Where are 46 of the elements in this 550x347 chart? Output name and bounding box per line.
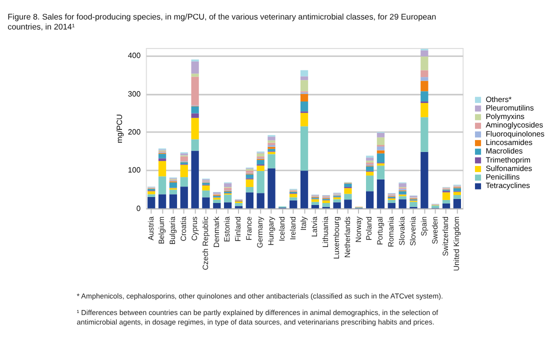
y-tick-label: 200 — [128, 127, 141, 136]
x-tick-label: Slovenia — [408, 216, 418, 246]
x-tick-label: Croatia — [179, 216, 188, 242]
x-tick-label: Italy — [299, 216, 308, 231]
x-tick-label: Bulgaria — [168, 216, 178, 245]
legend-label: Others* — [486, 94, 512, 104]
y-tick-label: 0 — [136, 204, 141, 213]
x-tick-label: Iceland — [277, 216, 286, 242]
legend-label: Aminoglycosides — [486, 120, 544, 130]
x-tick-label: Latvia — [310, 216, 320, 237]
legend-label: Penicillins — [486, 172, 520, 182]
x-tick-label: France — [244, 216, 254, 240]
legend-label: Sulfonamides — [486, 164, 532, 173]
legend-label: Polymyxins — [486, 112, 525, 122]
x-tick-label: Romania — [386, 216, 396, 248]
x-tick-label: Portugal — [376, 216, 385, 246]
x-tick-label: Poland — [364, 216, 374, 240]
legend-label: Trimethoprim — [486, 155, 530, 164]
legend-label: Fluoroquinolones — [486, 129, 545, 138]
x-tick-label: Luxembourg — [332, 216, 341, 260]
x-tick-label: Germany — [256, 216, 265, 248]
x-tick-label: Switzerland — [441, 216, 450, 256]
x-tick-label: Austria — [146, 216, 156, 240]
x-tick-label: Netherlands — [342, 216, 352, 258]
y-tick-label: 400 — [128, 51, 141, 60]
legend-label: Pleuromutilins — [486, 103, 534, 112]
x-tick-label: Estonia — [222, 216, 232, 242]
x-tick-label: Slovakia — [398, 216, 406, 246]
y-axis-title: mg/PCU — [115, 114, 124, 144]
x-tick-label: Hungary — [266, 216, 276, 246]
x-tick-label: Finland — [234, 216, 243, 242]
x-tick-label: Norway — [354, 216, 363, 242]
legend-label: Macrolides — [486, 146, 523, 156]
x-tick-label: Czech Republic — [200, 216, 210, 270]
x-tick-label: Belgium — [157, 216, 166, 244]
x-tick-label: Denmark — [212, 216, 221, 248]
x-tick-label: Sweden — [430, 216, 440, 244]
y-tick-label: 300 — [128, 89, 141, 98]
x-tick-label: Cyprus — [190, 216, 199, 241]
x-tick-label: Ireland — [288, 216, 298, 240]
y-tick-label: 100 — [128, 166, 141, 175]
x-tick-label: Lithuania — [321, 216, 330, 248]
legend-label: Tetracyclines — [486, 181, 530, 190]
x-tick-label: Spain — [419, 216, 428, 236]
legend-label: Lincosamides — [486, 138, 533, 148]
x-tick-label: United Kingdom — [452, 216, 462, 271]
